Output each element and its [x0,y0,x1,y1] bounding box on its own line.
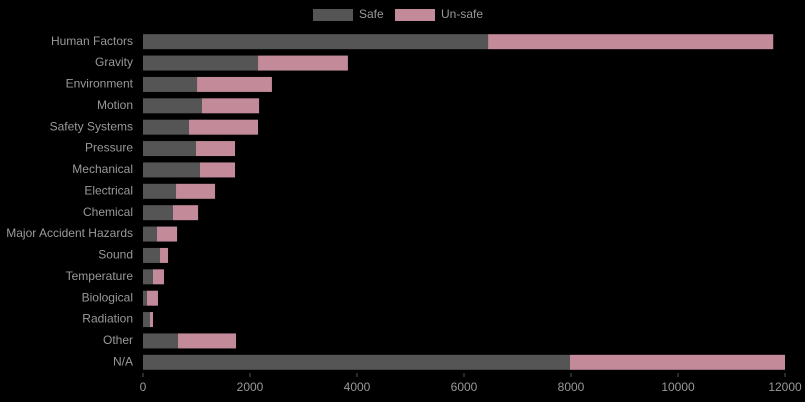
bar-segment [143,119,190,135]
y-tick-label: Environment [66,77,134,91]
bar-segment [143,34,489,50]
y-tick-label: Chemical [83,205,133,219]
x-tick-label: 0 [140,380,147,394]
bar-segment [157,226,178,242]
bar-segment [201,98,260,114]
y-tick-label: Mechanical [72,162,133,176]
legend-label[interactable]: Un-safe [441,7,483,21]
bar-segment [143,333,178,349]
bar-segment [195,141,236,157]
bar-segment [199,162,236,178]
y-tick-label: Major Accident Hazards [6,226,133,240]
y-tick-label: Gravity [95,55,133,69]
bar-segment [177,333,237,349]
y-tick-label: Other [103,333,133,347]
bar-segment [160,247,169,263]
bar-segment [143,183,177,199]
x-tick-label: 2000 [237,380,264,394]
y-tick-label: Motion [97,98,133,112]
y-tick-label: Human Factors [51,34,133,48]
y-tick-label: Sound [98,248,133,262]
bar-segment [147,290,158,306]
bar-segment [143,98,202,114]
bar-segment [143,76,198,92]
bar-segment [143,312,150,328]
bar-segment [143,247,161,263]
bar-segment [143,55,259,71]
bar-segment [488,34,774,50]
legend-swatch[interactable] [395,9,435,21]
bar-segment [172,205,199,221]
bar-segment [569,354,785,370]
legend-label[interactable]: Safe [359,7,384,21]
y-tick-label: Safety Systems [50,119,133,133]
y-tick-label: Electrical [84,183,133,197]
x-tick-label: 8000 [558,380,585,394]
y-tick-label: Radiation [82,312,133,326]
y-tick-label: N/A [113,354,133,368]
legend-swatch[interactable] [313,9,353,21]
bar-segment [143,269,154,285]
bar-segment [143,354,570,370]
x-tick-label: 6000 [451,380,478,394]
x-tick-label: 4000 [344,380,371,394]
bar-segment [258,55,348,71]
bar-segment [153,269,164,285]
x-tick-label: 10000 [661,380,695,394]
bar-segment [143,290,148,306]
bar-segment [143,205,173,221]
x-tick-label: 12000 [768,380,802,394]
y-tick-label: Biological [82,290,133,304]
bar-segment [143,226,158,242]
bar-segment [197,76,272,92]
bar-segment [189,119,259,135]
bar-segment [176,183,216,199]
bar-segment [143,162,200,178]
bar-segment [143,141,196,157]
y-tick-label: Temperature [66,269,134,283]
y-tick-label: Pressure [85,141,133,155]
bar-segment [149,312,154,328]
